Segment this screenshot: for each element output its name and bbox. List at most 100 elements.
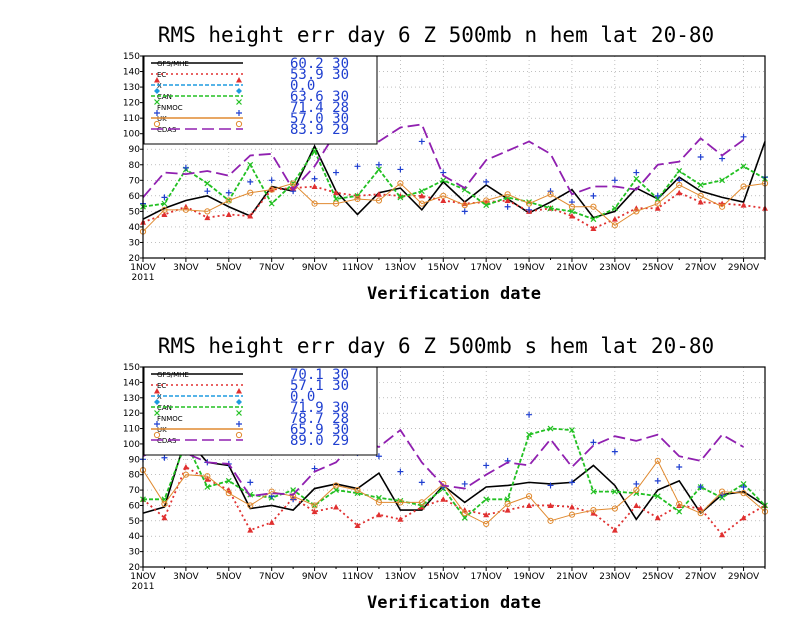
y-tick-label: 110 [123, 114, 140, 124]
ec-marker [590, 225, 597, 231]
x-tick-label: 3NOV [173, 572, 199, 582]
uk-marker [611, 505, 618, 512]
x-tick-label: 11NOV [342, 572, 374, 582]
uk-marker [676, 181, 683, 189]
can-marker [483, 202, 490, 209]
can-marker [418, 188, 425, 195]
legend: GFS/MHE 60.2 30 EC 53.9 30 X 0.0 CAN 63.6 30 FNM… [143, 55, 378, 145]
series-line [142, 459, 766, 525]
legend-name: CAN [157, 93, 172, 101]
legend-name: UK [157, 426, 167, 434]
legend-box [143, 55, 378, 145]
uk-marker [290, 180, 297, 187]
uk-marker [525, 200, 533, 207]
fnmoc-marker [154, 110, 160, 116]
uk-marker [740, 490, 747, 497]
fnmoc-marker [225, 189, 232, 196]
x-tick-label: 29NOV [728, 572, 760, 582]
legend-name: X [157, 82, 162, 90]
can-marker [161, 200, 168, 207]
y-tick-label: 100 [123, 130, 140, 140]
y-tick-label: 80 [129, 471, 141, 481]
x-marker [236, 88, 242, 94]
legend-name: FNMOC [157, 104, 183, 112]
ec-marker [375, 191, 382, 197]
uk-marker [182, 471, 189, 478]
ec-marker [247, 527, 254, 533]
uk-marker [418, 200, 425, 207]
fnmoc-marker [590, 439, 597, 446]
fnmoc-marker [247, 178, 254, 185]
ec-marker [236, 388, 242, 394]
legend-name: UK [157, 115, 167, 123]
y-tick-label: 150 [123, 52, 140, 62]
fnmoc-marker [590, 192, 597, 199]
fnmoc-marker [333, 169, 340, 176]
can-marker [590, 488, 597, 495]
ec-marker [418, 504, 425, 510]
series-line [142, 436, 766, 521]
legend-value: 70.1 30 [290, 367, 349, 383]
can-marker [225, 477, 232, 484]
can-marker [461, 514, 468, 521]
legend-name: X [157, 393, 162, 401]
series-line [142, 428, 744, 498]
ec-marker [333, 504, 340, 510]
fnmoc-marker [654, 192, 661, 199]
uk-marker [611, 222, 618, 229]
fnmoc-marker [418, 479, 425, 486]
x-tick-label: 25NOV [642, 263, 674, 273]
uk-marker [440, 192, 447, 199]
x-tick-label: 25NOV [642, 572, 674, 582]
legend-value: 83.9 29 [290, 122, 349, 138]
can-marker [440, 177, 447, 184]
y-tick-label: 80 [129, 161, 141, 171]
fnmoc-marker [633, 169, 640, 176]
ec-marker [440, 197, 447, 204]
fnmoc-marker [397, 166, 404, 173]
can-marker [311, 147, 318, 154]
can-marker [547, 205, 554, 212]
x-tick-label: 1NOV [130, 263, 156, 273]
can-marker [654, 493, 661, 500]
can-marker [611, 205, 618, 212]
uk-marker [161, 500, 168, 508]
chart-title: RMS height err day 6 Z 500mb s hem lat 2… [158, 334, 714, 358]
legend-value: 0.0 [290, 78, 315, 94]
uk-marker [633, 486, 640, 494]
fnmoc-marker [161, 194, 168, 201]
x-tick-label: 3NOV [173, 263, 199, 273]
can-marker [247, 161, 254, 168]
x-tick-label: 13NOV [385, 263, 417, 273]
uk-marker [332, 482, 340, 489]
y-tick-label: 130 [123, 394, 140, 404]
series-cdas [142, 113, 745, 198]
legend-value: 57.1 30 [290, 378, 349, 394]
y-tick-label: 40 [129, 223, 141, 233]
ec-marker [375, 511, 382, 518]
ec-marker [154, 388, 160, 394]
ec-marker [333, 189, 340, 196]
can-marker [697, 182, 704, 188]
x-tick-label: 15NOV [428, 572, 460, 582]
legend-name: EC [157, 382, 166, 390]
fnmoc-marker [504, 203, 511, 210]
series-line [142, 148, 766, 221]
uk-marker [235, 431, 243, 439]
can-marker [397, 194, 404, 201]
x-tick-label: 21NOV [556, 263, 588, 273]
can-marker [547, 425, 554, 432]
fnmoc-marker [697, 484, 704, 490]
fnmoc-marker [547, 188, 554, 195]
fnmoc-marker [236, 421, 242, 427]
can-marker [333, 487, 339, 494]
x-tick-label: 17NOV [471, 572, 503, 582]
ec-marker [161, 211, 168, 217]
can-marker [569, 208, 575, 215]
can-marker [590, 216, 597, 223]
x-year-label: 2011 [132, 582, 155, 592]
can-marker [236, 99, 242, 105]
can-marker [504, 496, 511, 503]
legend-name: CDAS [157, 437, 177, 445]
uk-marker [247, 189, 254, 196]
